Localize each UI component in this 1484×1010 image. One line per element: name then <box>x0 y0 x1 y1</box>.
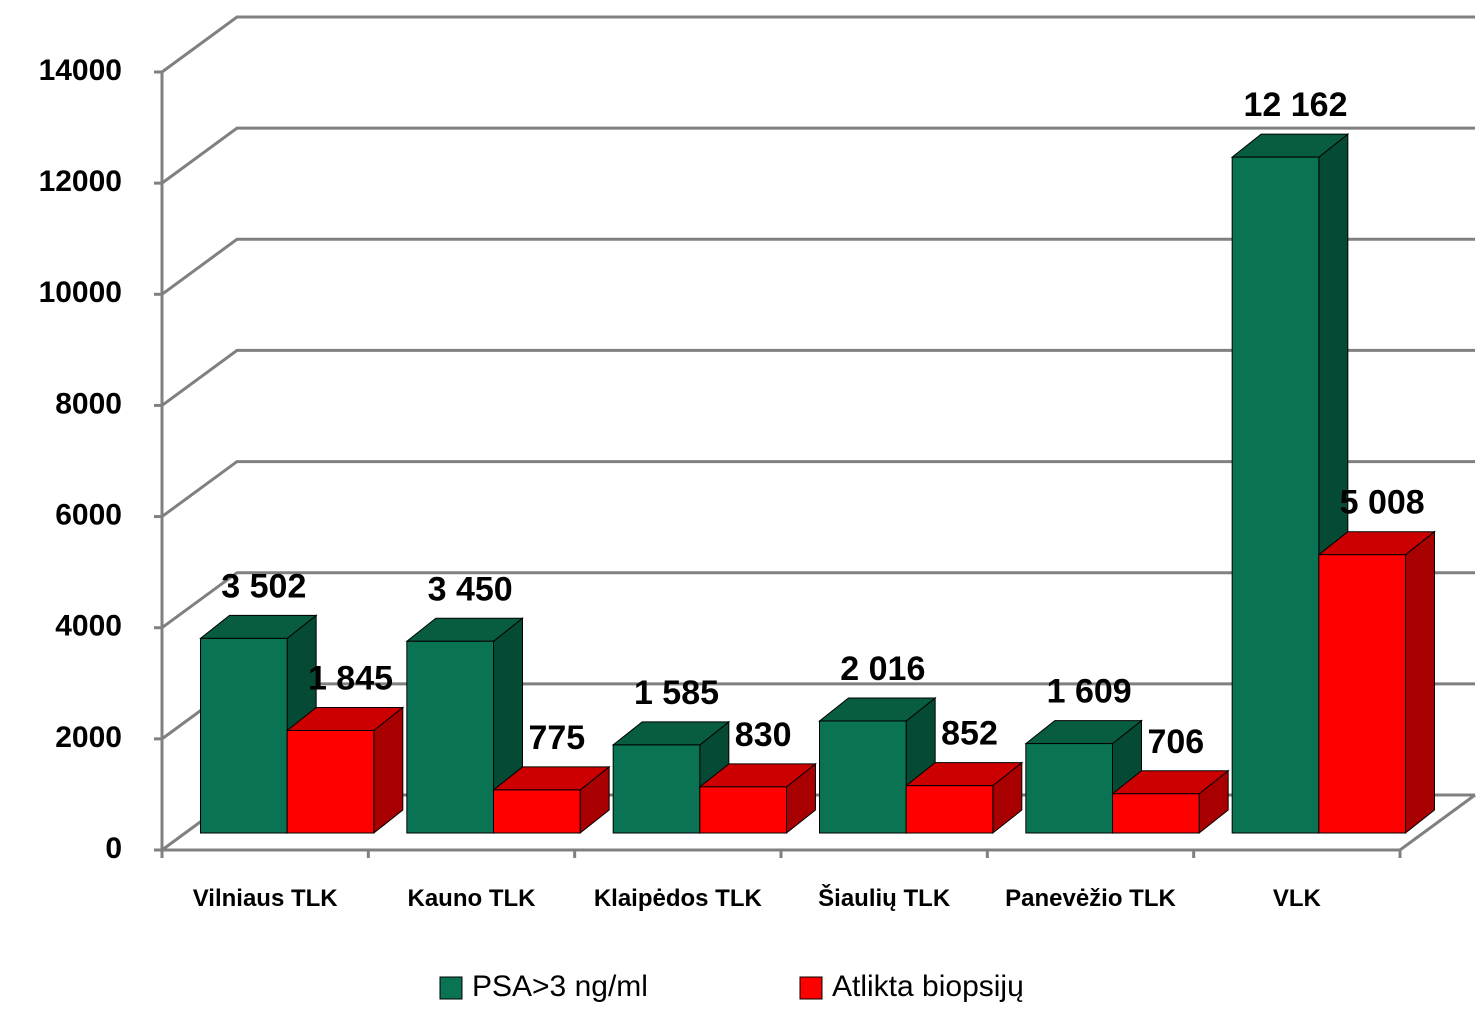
x-label-box: Kauno TLK <box>407 885 536 912</box>
x-tick-label: VLK <box>1272 885 1321 912</box>
bar <box>1025 743 1113 834</box>
grid-line <box>161 460 1475 518</box>
bar <box>286 729 375 834</box>
bar <box>1318 554 1406 834</box>
value-label: 852 <box>941 715 998 753</box>
x-tick-label: Panevėžio TLK <box>1005 885 1176 912</box>
bar <box>612 744 701 834</box>
bar <box>406 640 494 834</box>
bar-side <box>1404 530 1435 835</box>
grid-line <box>161 237 1475 296</box>
value-label: 830 <box>735 716 792 754</box>
x-label-box: Panevėžio TLK <box>1005 885 1176 912</box>
bar <box>905 785 994 834</box>
y-tick-label: 0 <box>105 832 122 865</box>
bar <box>819 720 907 834</box>
bar <box>699 786 787 834</box>
x-label-box: VLK <box>1272 885 1321 912</box>
x-tick-label: Šiaulių TLK <box>818 885 951 912</box>
value-label: 1 609 <box>1047 673 1132 711</box>
value-label: 3 450 <box>428 570 513 608</box>
y-tick-label: 10000 <box>39 276 122 309</box>
x-label-box: Vilniaus TLK <box>192 885 338 912</box>
y-tick-label: 8000 <box>55 387 122 420</box>
bar <box>1231 156 1320 834</box>
legend-swatch <box>439 976 463 1000</box>
x-tick-label: Vilniaus TLK <box>192 885 338 912</box>
value-label: 2 016 <box>840 650 925 688</box>
grid-line <box>161 571 1475 629</box>
bar <box>493 789 581 834</box>
legend-label: PSA>3 ng/ml <box>472 970 648 1003</box>
y-tick-label: 12000 <box>39 165 122 198</box>
value-label: 775 <box>528 719 585 757</box>
grid-line <box>161 348 1475 407</box>
grid-line <box>161 126 1475 185</box>
grid-line <box>161 15 1475 74</box>
value-label: 1 845 <box>308 659 393 697</box>
x-tick-label: Kauno TLK <box>407 885 536 912</box>
x-label-box: Šiaulių TLK <box>818 885 951 912</box>
value-label: 706 <box>1147 723 1204 761</box>
bar <box>1112 793 1200 834</box>
y-tick-label: 14000 <box>39 54 122 87</box>
value-label: 1 585 <box>634 674 719 712</box>
value-label: 12 162 <box>1244 86 1348 124</box>
y-tick-label: 6000 <box>55 498 122 531</box>
x-label-box: Klaipėdos TLK <box>593 885 762 912</box>
y-tick-label: 2000 <box>55 721 122 754</box>
x-tick-label: Klaipėdos TLK <box>593 885 762 912</box>
y-tick-label: 4000 <box>55 610 122 643</box>
value-label: 3 502 <box>221 567 306 605</box>
bar <box>200 637 288 834</box>
value-label: 5 008 <box>1340 484 1425 522</box>
legend-swatch <box>799 976 823 1000</box>
legend-label: Atlikta biopsijų <box>832 970 1024 1003</box>
